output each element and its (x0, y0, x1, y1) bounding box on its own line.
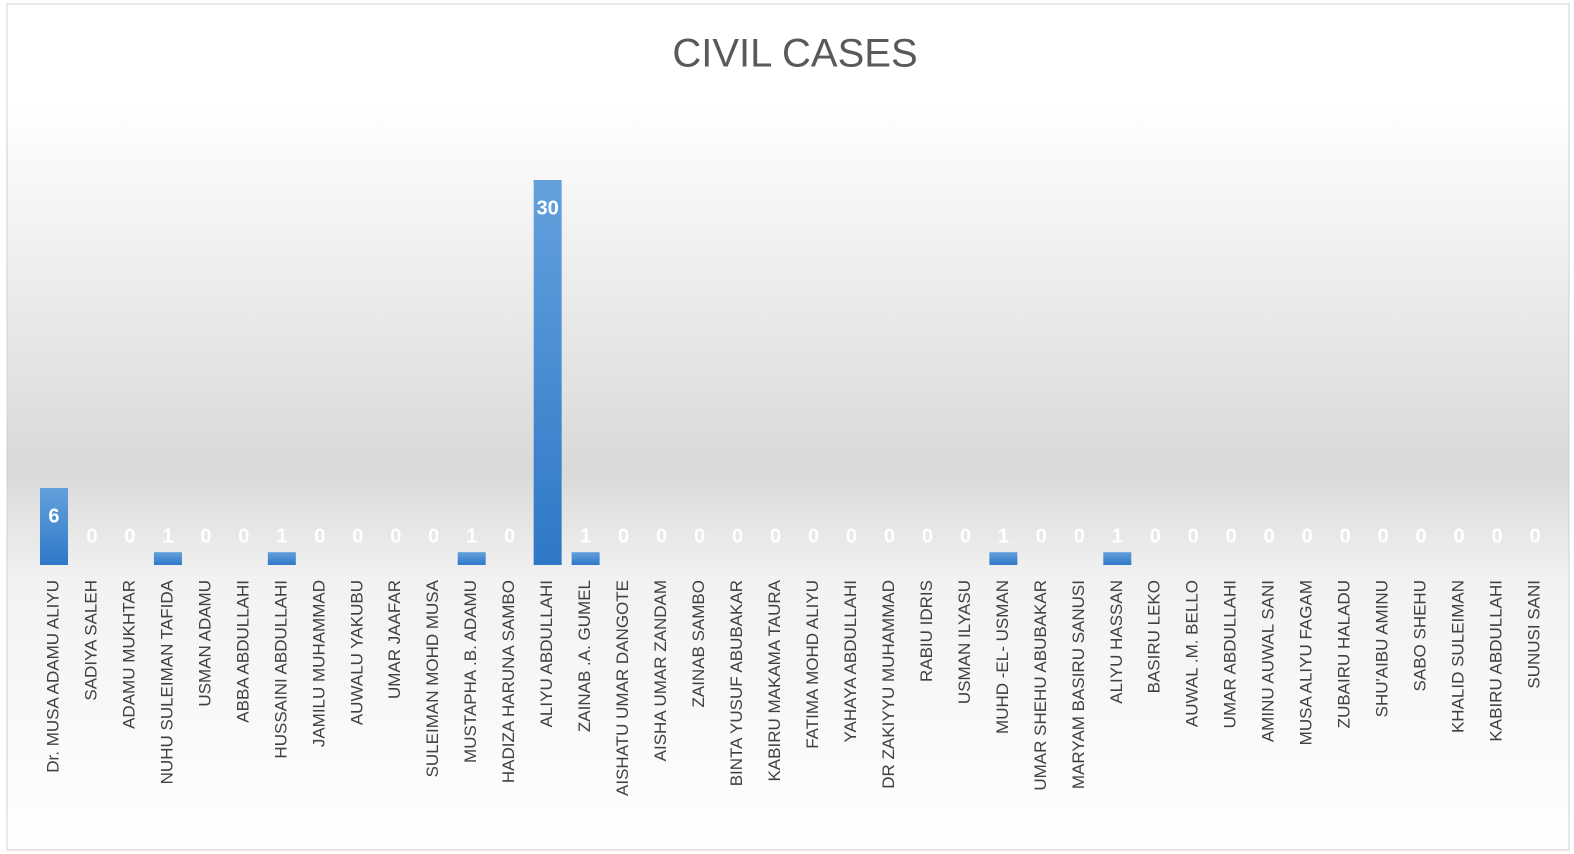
x-tick-label: ADAMU MUKHTAR (119, 580, 138, 729)
x-tick-label: SUNUSI SANI (1524, 580, 1543, 689)
x-tick-label: ALIYU HASSAN (1107, 580, 1126, 704)
x-tick-label: HADIZA HARUNA SAMBO (499, 580, 518, 783)
data-label: 0 (504, 525, 515, 547)
data-label: 30 (537, 197, 559, 219)
data-label: 0 (656, 525, 667, 547)
data-label: 0 (1188, 525, 1199, 547)
data-label: 0 (618, 525, 629, 547)
data-label: 6 (48, 505, 59, 527)
chart-title: CIVIL CASES (672, 32, 917, 76)
x-tick-label: BASIRU LEKO (1145, 580, 1164, 693)
x-tick-label: AISHA UMAR ZANDAM (651, 580, 670, 761)
x-tick-label: Dr. MUSA ADAMU ALIYU (43, 580, 62, 773)
data-label: 0 (1074, 525, 1085, 547)
x-tick-label: HUSSAINI ABDULLAHI (271, 580, 290, 759)
bar (1103, 552, 1132, 565)
data-label: 0 (238, 525, 249, 547)
data-label: 0 (1416, 525, 1427, 547)
data-label: 0 (732, 525, 743, 547)
bar (571, 552, 600, 565)
x-tick-label: USMAN ADAMU (195, 580, 214, 707)
data-label: 1 (466, 525, 477, 547)
bar (153, 552, 182, 565)
x-tick-label: UMAR SHEHU ABUBAKAR (1031, 580, 1050, 791)
data-label: 0 (390, 525, 401, 547)
data-label: 0 (960, 525, 971, 547)
data-label: 0 (1302, 525, 1313, 547)
data-label: 1 (580, 525, 591, 547)
data-label: 0 (124, 525, 135, 547)
x-tick-label: NUHU SULEIMAN TAFIDA (157, 579, 176, 784)
x-tick-label: FATIMA MOHD ALIYU (803, 580, 822, 749)
x-tick-label: SHU'AIBU AMINU (1373, 580, 1392, 717)
data-label: 0 (200, 525, 211, 547)
chart-area (6, 3, 1570, 851)
bar (267, 552, 296, 565)
x-tick-label: UMAR ABDULLAHI (1221, 580, 1240, 728)
x-tick-label: AUWAL .M. BELLO (1183, 580, 1202, 727)
x-tick-label: MARYAM BASIRU SANUSI (1069, 580, 1088, 789)
x-tick-label: SABO SHEHU (1411, 580, 1430, 691)
data-label: 0 (1340, 525, 1351, 547)
data-label: 0 (1150, 525, 1161, 547)
data-label: 0 (808, 525, 819, 547)
x-tick-label: MUHD -EL- USMAN (993, 580, 1012, 734)
x-tick-label: MUSTAPHA .B. ADAMU (461, 580, 480, 763)
data-label: 1 (998, 525, 1009, 547)
data-label: 0 (314, 525, 325, 547)
data-label: 0 (1378, 525, 1389, 547)
x-tick-label: SULEIMAN MOHD MUSA (423, 579, 442, 777)
x-tick-label: ALIYU ABDULLAHI (537, 580, 556, 727)
data-label: 0 (86, 525, 97, 547)
data-label: 0 (1454, 525, 1465, 547)
bar (457, 552, 486, 565)
x-tick-label: KABIRU ABDULLAHI (1487, 580, 1506, 742)
x-tick-label: UMAR JAAFAR (385, 580, 404, 699)
data-label: 1 (162, 525, 173, 547)
x-tick-label: KABIRU MAKAMA TAURA (765, 579, 784, 781)
x-tick-label: ABBA ABDULLAHI (233, 580, 252, 723)
x-tick-label: AISHATU UMAR DANGOTE (613, 580, 632, 796)
data-label: 0 (770, 525, 781, 547)
bar (39, 488, 68, 565)
data-label: 0 (922, 525, 933, 547)
x-tick-label: MUSA ALIYU FAGAM (1297, 580, 1316, 745)
data-label: 0 (352, 525, 363, 547)
bar (989, 552, 1018, 565)
data-label: 0 (846, 525, 857, 547)
bar (533, 180, 562, 565)
data-label: 1 (1112, 525, 1123, 547)
x-tick-label: USMAN ILYASU (955, 580, 974, 704)
data-label: 0 (1226, 525, 1237, 547)
x-tick-label: RABIU IDRIS (917, 580, 936, 682)
x-tick-label: BINTA YUSUF ABUBAKAR (727, 580, 746, 786)
x-tick-label: AUWALU YAKUBU (347, 580, 366, 725)
x-tick-label: ZUBAIRU HALADU (1335, 580, 1354, 728)
x-tick-label: ZAINAB SAMBO (689, 580, 708, 708)
x-tick-label: KHALID SULEIMAN (1449, 580, 1468, 733)
x-tick-label: ZAINAB .A. GUMEL (575, 580, 594, 732)
data-label: 0 (1529, 525, 1540, 547)
data-label: 0 (428, 525, 439, 547)
data-label: 0 (1491, 525, 1502, 547)
data-label: 0 (694, 525, 705, 547)
data-label: 0 (1264, 525, 1275, 547)
data-label: 0 (1036, 525, 1047, 547)
x-tick-label: YAHAYA ABDULLAHI (841, 580, 860, 743)
x-tick-label: AMINU AUWAL SANI (1259, 580, 1278, 742)
x-tick-label: DR ZAKIYYU MUHAMMAD (879, 580, 898, 789)
data-label: 1 (276, 525, 287, 547)
data-label: 0 (884, 525, 895, 547)
x-tick-label: JAMILU MUHAMMAD (309, 580, 328, 747)
x-tick-label: SADIYA SALEH (81, 580, 100, 701)
